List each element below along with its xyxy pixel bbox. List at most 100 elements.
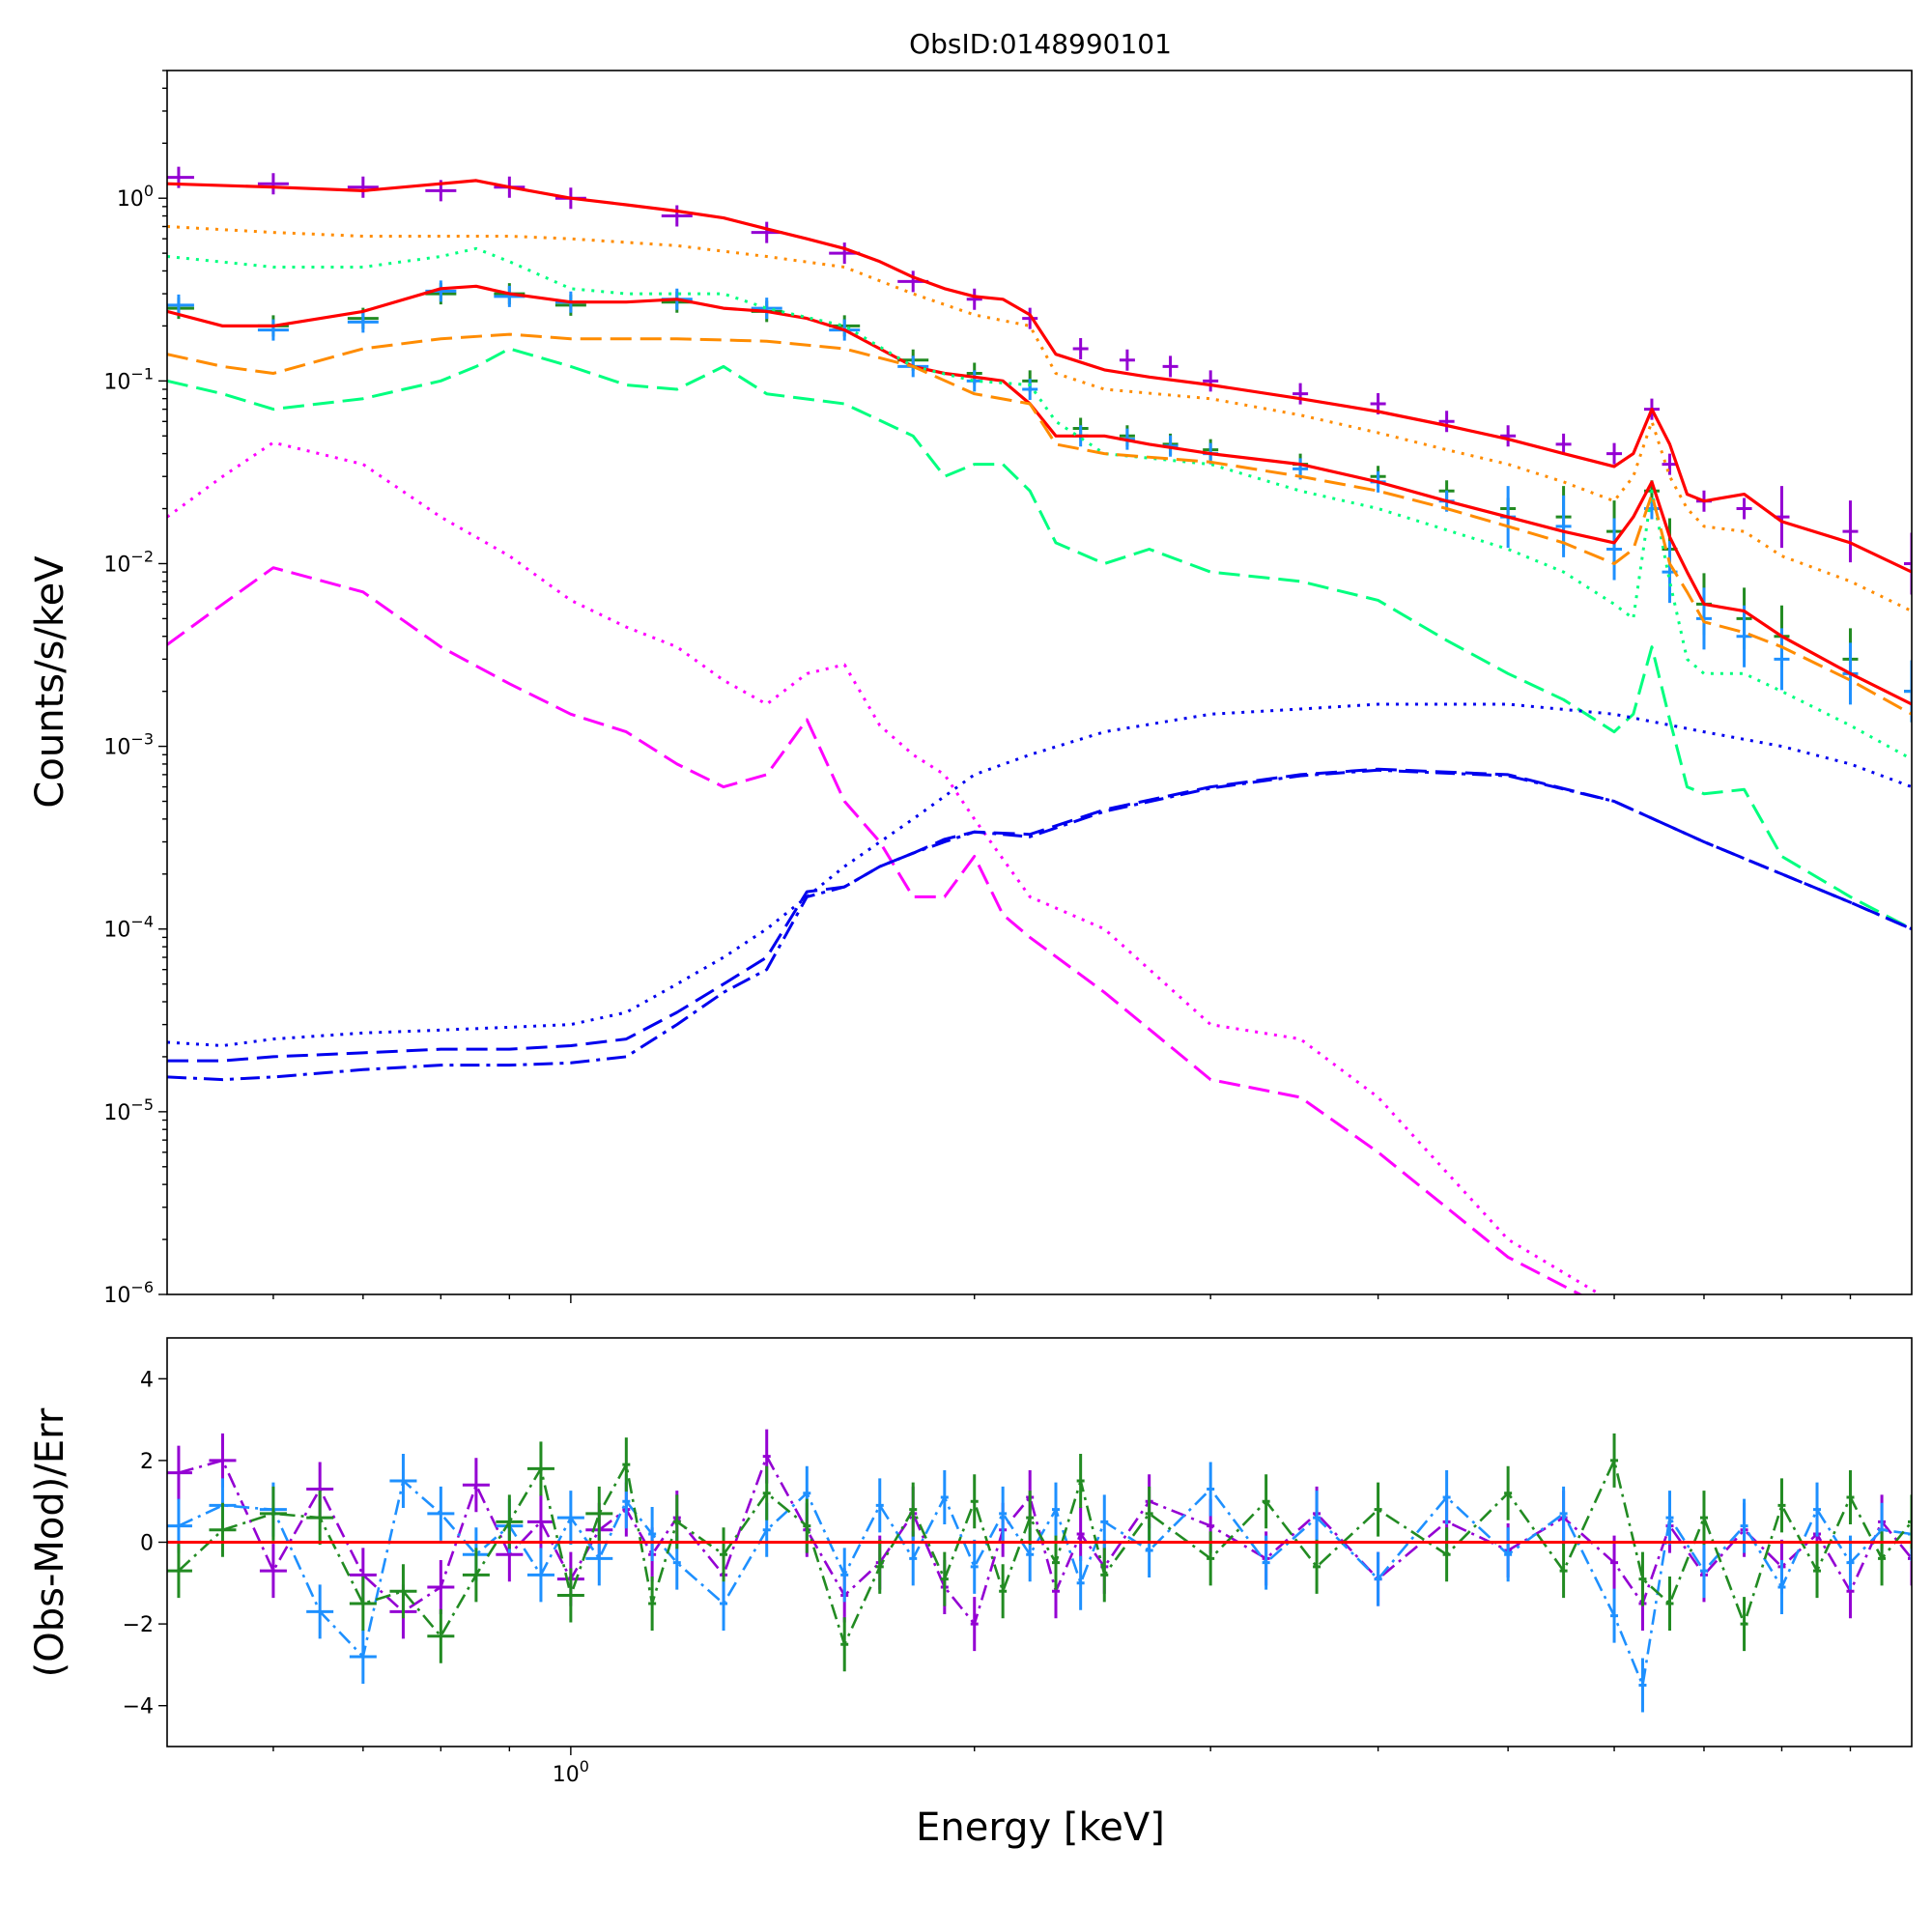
residual-data-point bbox=[622, 1437, 631, 1492]
spectrum-data-data-mos-pn-purple bbox=[167, 166, 1912, 595]
spectrum-data-point bbox=[167, 294, 194, 316]
residual-data-point bbox=[875, 1539, 884, 1594]
spectrum-line-blue-dash-dot-component bbox=[167, 768, 1912, 1082]
spectrum-line-orange-dashed-component bbox=[167, 332, 1912, 716]
residual-data-point bbox=[1813, 1482, 1822, 1537]
x-tick-label: 100 bbox=[553, 1757, 589, 1787]
spectrum-data-point bbox=[257, 173, 289, 195]
residual-data-point bbox=[1777, 1560, 1786, 1615]
residual-data-point bbox=[389, 1454, 417, 1509]
residual-data-point bbox=[1145, 1486, 1153, 1541]
residual-data-point bbox=[427, 1486, 455, 1541]
residual-data-point bbox=[1076, 1555, 1085, 1610]
residual-data-point bbox=[1610, 1535, 1619, 1590]
residual-data-point bbox=[349, 1629, 377, 1684]
residual-data-point bbox=[1638, 1551, 1647, 1606]
residual-data-point bbox=[496, 1494, 524, 1549]
residual-data-point bbox=[1699, 1544, 1708, 1599]
residual-data-point bbox=[1076, 1507, 1085, 1562]
residual-data-point bbox=[970, 1539, 979, 1594]
residual-data-point bbox=[762, 1465, 771, 1520]
residual-data-point bbox=[556, 1491, 584, 1546]
residual-data-point bbox=[209, 1502, 237, 1557]
residual-data-point bbox=[1908, 1531, 1912, 1586]
residual-data-point bbox=[648, 1576, 657, 1631]
residual-data-point bbox=[1374, 1482, 1382, 1537]
spectrum-data-point bbox=[1022, 307, 1038, 329]
residual-data-point bbox=[1908, 1494, 1912, 1549]
spectrum-data-point bbox=[661, 205, 693, 227]
residual-data-point bbox=[1878, 1531, 1887, 1586]
residual-data-point bbox=[840, 1548, 849, 1603]
spectrum-line-green-dotted-component bbox=[167, 246, 1912, 761]
residual-data-point bbox=[909, 1482, 918, 1537]
residuals-y-tick-label: −2 bbox=[123, 1613, 154, 1637]
residual-data-point bbox=[259, 1544, 287, 1599]
residual-data-point bbox=[1504, 1465, 1513, 1520]
residuals-series-layer bbox=[167, 1429, 1912, 1713]
residual-data-point bbox=[970, 1474, 979, 1529]
spectrum-line-model-total-upper- bbox=[167, 179, 1912, 574]
residual-data-point bbox=[720, 1576, 728, 1631]
spectrum-data-point bbox=[1022, 378, 1038, 400]
spectrum-line-green-dashed-component bbox=[167, 347, 1912, 931]
residual-data-point bbox=[940, 1469, 949, 1524]
spectrum-data-point bbox=[1904, 532, 1912, 595]
spectrum-data-point bbox=[966, 370, 982, 392]
residual-data-point bbox=[462, 1548, 490, 1603]
spectrum-data-point bbox=[1695, 587, 1712, 650]
residual-data-point bbox=[306, 1491, 334, 1546]
spectrum-data-point bbox=[1162, 355, 1179, 378]
spectrum-data-point bbox=[1904, 660, 1912, 723]
residual-data-point bbox=[1076, 1454, 1085, 1509]
residual-connector-line bbox=[178, 1478, 1912, 1690]
residual-data-point bbox=[1207, 1531, 1215, 1586]
spectrum-y-tick-label: 10−1 bbox=[103, 364, 154, 394]
residual-data-point bbox=[970, 1597, 979, 1652]
spectrum-data-point bbox=[751, 298, 782, 320]
residual-data-point bbox=[1610, 1588, 1619, 1643]
spectrum-data-point bbox=[257, 319, 289, 341]
residual-connector-line bbox=[178, 1456, 1912, 1648]
spectrum-data-point bbox=[1555, 495, 1572, 557]
residual-data-point bbox=[1262, 1535, 1270, 1590]
residual-data-point bbox=[1638, 1658, 1647, 1713]
spectrum-panel: 10−6 10−5 10−4 10−3 10−2 10−1 100 bbox=[103, 70, 1913, 1308]
residual-data-point bbox=[1100, 1548, 1109, 1603]
residual-data-point bbox=[1313, 1539, 1321, 1594]
residual-data-point bbox=[526, 1548, 554, 1603]
residuals-plot-frame bbox=[166, 1337, 1913, 1747]
residual-data-point bbox=[1374, 1551, 1382, 1606]
spectrum-line-magenta-dotted-component bbox=[167, 440, 1604, 1294]
spectrum-series-layer bbox=[167, 166, 1912, 1294]
residuals-y-tick-label: 2 bbox=[140, 1450, 154, 1474]
residual-data-point bbox=[1610, 1433, 1619, 1488]
residual-data-point bbox=[672, 1494, 681, 1549]
residual-data-point bbox=[1559, 1544, 1568, 1599]
spectrum-line-magenta-dashed-component bbox=[167, 566, 1583, 1294]
residuals-y-tick-label: 4 bbox=[140, 1368, 154, 1392]
spectrum-data-point bbox=[1606, 442, 1623, 465]
spectrum-line-orange-dotted-component bbox=[167, 225, 1912, 612]
spectrum-plot-frame bbox=[166, 70, 1913, 1295]
residual-data-point bbox=[1665, 1491, 1674, 1546]
residual-data-point bbox=[349, 1576, 377, 1631]
residual-data-point bbox=[1699, 1491, 1708, 1546]
spectrum-y-tick-label: 10−5 bbox=[103, 1095, 154, 1125]
residual-data-point bbox=[1504, 1527, 1513, 1582]
residual-data-point bbox=[389, 1564, 417, 1619]
residual-data-point bbox=[720, 1527, 728, 1582]
residual-connector-line bbox=[178, 1453, 1912, 1627]
residual-series-residuals-green bbox=[167, 1433, 1912, 1672]
residual-data-point bbox=[1051, 1482, 1060, 1537]
residual-data-point bbox=[167, 1445, 192, 1500]
residual-data-point bbox=[999, 1486, 1008, 1541]
spectrum-data-point bbox=[1774, 628, 1790, 691]
x-axis-label: Energy [keV] bbox=[916, 1805, 1165, 1850]
spectrum-y-tick-label: 10−4 bbox=[103, 913, 154, 943]
spectrum-data-point bbox=[1119, 349, 1135, 371]
residuals-panel: 4 2 0 −2 −4 100 bbox=[123, 1337, 1913, 1787]
spectrum-y-tick-label: 10−3 bbox=[103, 730, 154, 760]
